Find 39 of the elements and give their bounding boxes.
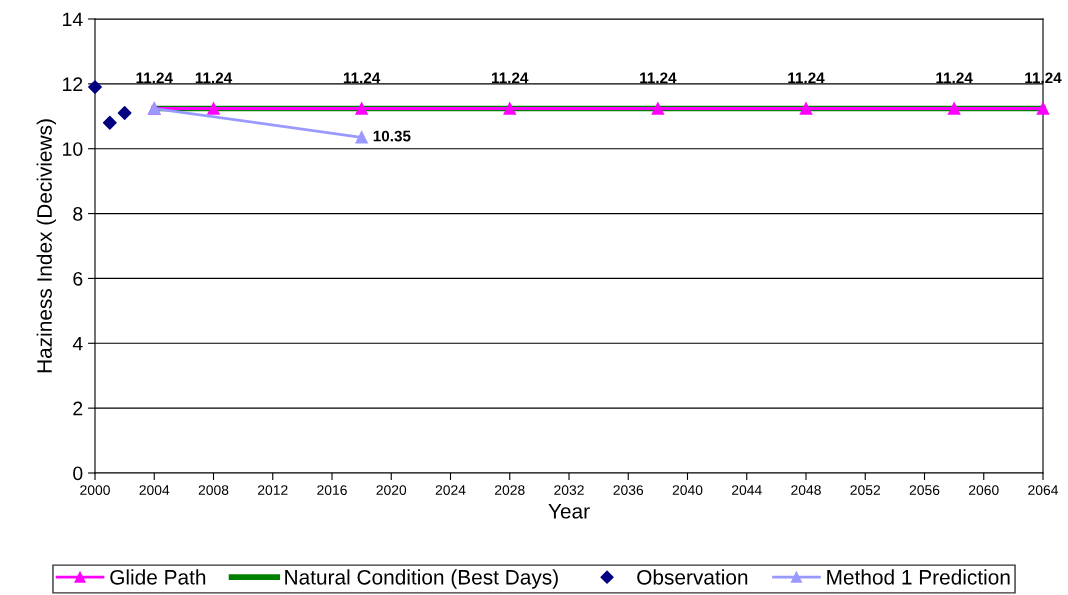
x-tick-label: 2020: [376, 485, 407, 496]
y-tick-label: 4: [72, 336, 83, 351]
legend-label: Natural Condition (Best Days): [285, 569, 558, 589]
y-tick-label: 14: [63, 12, 83, 27]
y-tick-label: 2: [73, 401, 83, 416]
y-tick-label: 12: [63, 77, 83, 91]
data-label: 11.24: [195, 72, 233, 84]
x-tick-label: 2000: [80, 485, 110, 496]
data-label: 11.24: [343, 72, 381, 84]
y-tick-label: 10: [63, 142, 83, 156]
data-label: 11.24: [640, 72, 677, 84]
data-label: 11.24: [936, 72, 973, 84]
y-tick-label: 0: [73, 466, 83, 481]
x-tick-label: 2052: [850, 485, 880, 496]
data-label: 11.24: [788, 72, 825, 84]
x-tick-label: 2036: [613, 485, 644, 496]
x-tick-label: 2028: [495, 485, 525, 496]
x-tick-label: 2016: [317, 485, 347, 496]
legend-label: Observation: [637, 569, 748, 585]
legend-label: Glide Path: [110, 569, 206, 585]
legend-label: Method 1 Prediction: [827, 569, 1010, 585]
x-tick-label: 2008: [198, 485, 229, 496]
x-tick-label: 2012: [258, 485, 288, 496]
y-axis-title: Haziness Index (Deciviews): [36, 119, 56, 373]
x-tick-label: 2048: [791, 485, 821, 496]
y-tick-label: 6: [73, 271, 83, 286]
x-tick-label: 2040: [672, 485, 703, 496]
x-tick-label: 2024: [435, 485, 466, 496]
x-tick-label: 2044: [732, 485, 762, 496]
x-tick-label: 2032: [554, 485, 584, 496]
x-tick-label: 2060: [969, 485, 999, 496]
x-tick-label: 2004: [139, 485, 170, 496]
x-axis-title: Year: [548, 504, 590, 519]
y-tick-label: 8: [73, 207, 83, 221]
x-tick-label: 2064: [1028, 485, 1059, 496]
x-tick-label: 2056: [909, 485, 940, 496]
data-label: 11.24: [492, 72, 529, 84]
data-label: 11.24: [136, 72, 173, 84]
data-label: 10.35: [373, 130, 411, 142]
